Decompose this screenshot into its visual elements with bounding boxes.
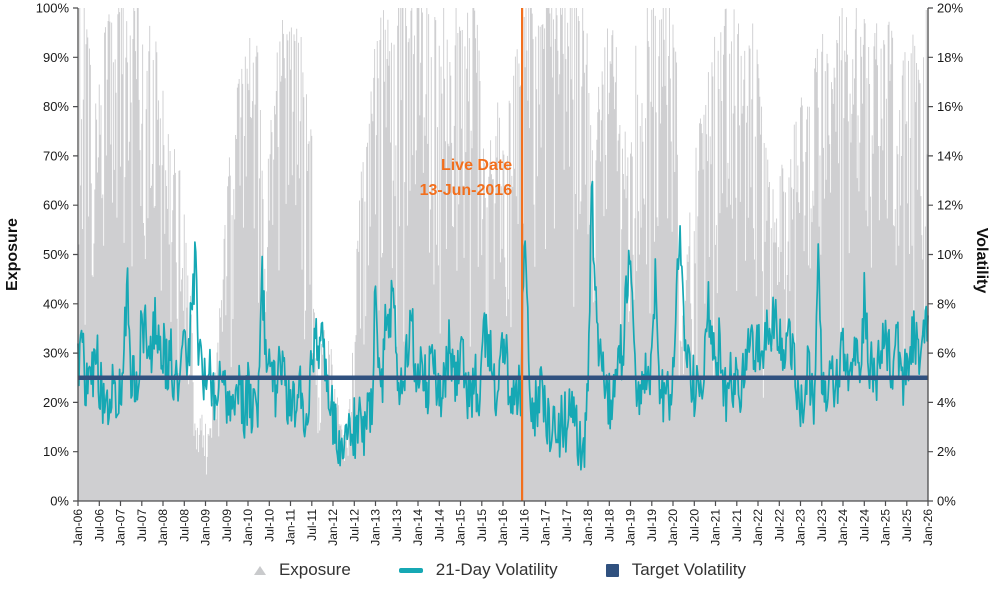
right-axis-tick-label: 8% bbox=[937, 296, 956, 311]
x-axis-tick-label: Jan-23 bbox=[794, 509, 808, 546]
x-axis-tick-label: Jan-20 bbox=[666, 509, 680, 546]
chart-legend: Exposure 21-Day Volatility Target Volati… bbox=[0, 560, 1000, 580]
x-axis-tick-label: Jan-09 bbox=[199, 509, 213, 546]
left-axis-title: Exposure bbox=[4, 218, 21, 291]
target-volatility-square-icon bbox=[605, 563, 619, 577]
x-axis-tick-label: Jan-13 bbox=[369, 509, 383, 546]
legend-item-volatility: 21-Day Volatility bbox=[398, 560, 558, 580]
x-axis-tick-label: Jul-08 bbox=[177, 509, 191, 542]
x-axis-tick-label: Jul-24 bbox=[857, 509, 871, 542]
live-date-label-line2: 13-Jun-2016 bbox=[420, 182, 513, 199]
x-axis-tick-label: Jul-12 bbox=[347, 509, 361, 542]
x-axis-tick-label: Jan-15 bbox=[454, 509, 468, 546]
right-axis-tick-label: 16% bbox=[937, 99, 963, 114]
right-axis-title: Volatility bbox=[973, 228, 990, 294]
left-axis-tick-label: 90% bbox=[43, 50, 69, 65]
legend-label-volatility: 21-Day Volatility bbox=[435, 560, 558, 579]
left-axis-tick-label: 50% bbox=[43, 247, 69, 262]
x-axis-tick-label: Jul-22 bbox=[772, 509, 786, 542]
volatility-line bbox=[77, 180, 929, 471]
x-axis-tick-label: Jan-06 bbox=[71, 509, 85, 546]
x-axis-tick-label: Jul-07 bbox=[135, 509, 149, 542]
x-axis-tick-label: Jan-11 bbox=[284, 509, 298, 545]
x-axis-tick-label: Jul-10 bbox=[262, 509, 276, 542]
x-axis-tick-label: Jan-14 bbox=[411, 509, 425, 546]
x-axis-tick-label: Jan-25 bbox=[879, 509, 893, 546]
legend-label-target-volatility: Target Volatility bbox=[631, 560, 747, 579]
x-axis-tick-label: Jan-16 bbox=[496, 509, 510, 546]
x-axis-tick-label: Jul-15 bbox=[475, 509, 489, 542]
right-axis-tick-label: 14% bbox=[937, 148, 963, 163]
x-axis-tick-label: Jan-19 bbox=[624, 509, 638, 546]
legend-label-exposure: Exposure bbox=[278, 560, 351, 579]
exposure-triangle-icon bbox=[253, 565, 266, 575]
x-axis-tick-label: Jul-19 bbox=[645, 509, 659, 542]
x-axis-tick-label: Jul-17 bbox=[560, 509, 574, 542]
x-axis-tick-label: Jul-11 bbox=[305, 509, 319, 541]
x-axis-tick-label: Jul-06 bbox=[92, 509, 106, 542]
x-axis-tick-label: Jan-17 bbox=[539, 509, 553, 546]
x-axis-tick-label: Jan-08 bbox=[156, 509, 170, 546]
x-axis-tick-label: Jan-10 bbox=[241, 509, 255, 546]
x-axis-tick-label: Jan-12 bbox=[326, 509, 340, 546]
right-axis-tick-label: 18% bbox=[937, 50, 963, 65]
right-axis-tick-label: 0% bbox=[937, 494, 956, 509]
left-axis-tick-label: 100% bbox=[36, 1, 70, 16]
left-axis-tick-label: 80% bbox=[43, 99, 69, 114]
axis-ticks bbox=[73, 7, 933, 506]
x-axis-tick-label: Jan-21 bbox=[709, 509, 723, 546]
x-axis-tick-label: Jan-22 bbox=[751, 509, 765, 546]
left-axis-tick-label: 40% bbox=[43, 296, 69, 311]
x-axis-tick-label: Jul-23 bbox=[815, 509, 829, 542]
left-axis-tick-label: 10% bbox=[43, 444, 69, 459]
right-axis-tick-label: 20% bbox=[937, 1, 963, 16]
live-date-label-line1: Live Date bbox=[441, 157, 512, 174]
right-axis-tick-label: 10% bbox=[937, 247, 963, 262]
x-axis-tick-label: Jan-26 bbox=[921, 509, 935, 546]
left-axis-tick-label: 70% bbox=[43, 148, 69, 163]
left-axis-tick-label: 60% bbox=[43, 198, 69, 213]
x-axis-tick-label: Jul-25 bbox=[900, 509, 914, 542]
right-axis-tick-label: 6% bbox=[937, 346, 956, 361]
x-axis-tick-label: Jul-20 bbox=[687, 509, 701, 542]
left-axis-tick-label: 30% bbox=[43, 346, 69, 361]
legend-item-target-volatility: Target Volatility bbox=[605, 560, 747, 580]
x-axis-tick-label: Jul-13 bbox=[390, 509, 404, 542]
right-axis-tick-label: 12% bbox=[937, 198, 963, 213]
volatility-dash-icon bbox=[398, 567, 423, 573]
left-axis-tick-label: 20% bbox=[43, 395, 69, 410]
right-axis-tick-label: 2% bbox=[937, 444, 956, 459]
right-axis-tick-label: 4% bbox=[937, 395, 956, 410]
x-axis-tick-label: Jan-07 bbox=[114, 509, 128, 546]
x-axis-tick-label: Jul-09 bbox=[220, 509, 234, 542]
legend-item-exposure: Exposure bbox=[253, 560, 351, 580]
x-axis-tick-label: Jul-16 bbox=[517, 509, 531, 542]
x-axis-tick-label: Jan-24 bbox=[836, 509, 850, 546]
x-axis-tick-label: Jan-18 bbox=[581, 509, 595, 546]
left-axis-tick-label: 0% bbox=[50, 494, 69, 509]
x-axis-tick-label: Jul-14 bbox=[432, 509, 446, 542]
x-axis-tick-label: Jul-18 bbox=[602, 509, 616, 542]
x-axis-tick-label: Jul-21 bbox=[730, 509, 744, 542]
